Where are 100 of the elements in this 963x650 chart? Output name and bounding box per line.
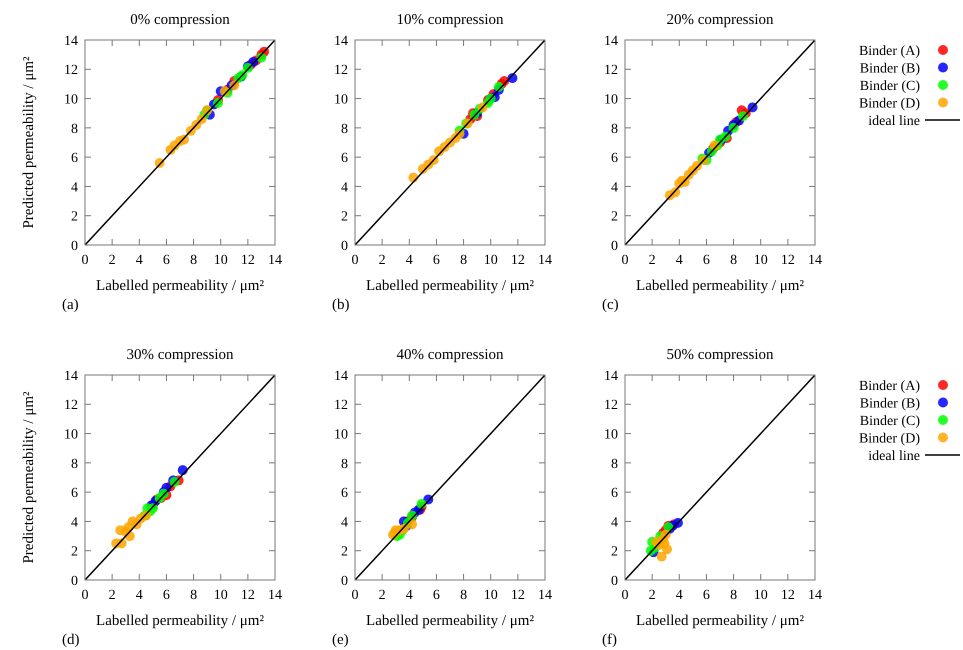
y-tick-label: 8 (341, 456, 348, 472)
y-tick-label: 14 (604, 34, 618, 49)
y-axis-title: Predicted permeability / μm² (21, 56, 37, 229)
text: (b) (332, 297, 350, 313)
x-tick-label: 4 (676, 253, 683, 268)
text: (c) (602, 297, 619, 313)
legend-label: Binder (C) (860, 78, 920, 94)
x-tick-label: 10 (214, 588, 228, 603)
y-tick-label: 10 (334, 92, 348, 108)
y-tick-label: 14 (64, 368, 78, 384)
y-tick-label: 10 (64, 427, 78, 442)
y-tick-label: 0 (341, 238, 348, 254)
y-tick-label: 0 (71, 574, 78, 589)
x-tick-label: 6 (702, 253, 710, 268)
x-tick-label: 8 (190, 588, 198, 603)
text: (a) (62, 297, 79, 313)
x-tick-label: 8 (460, 588, 468, 603)
y-tick-label: 8 (611, 122, 618, 137)
y-tick-label: 4 (341, 515, 348, 530)
x-tick-label: 12 (510, 588, 525, 603)
x-tick-label: 0 (82, 588, 88, 603)
chart-title: 10% compression (396, 12, 504, 28)
y-tick-label: 0 (71, 238, 78, 254)
text: (d) (62, 632, 80, 648)
y-tick-label: 4 (71, 180, 78, 196)
y-tick-label: 12 (334, 398, 348, 414)
x-tick-label: 4 (676, 588, 683, 603)
y-tick-label: 6 (341, 151, 348, 166)
x-tick-label: 12 (780, 588, 795, 603)
y-tick-label: 14 (334, 34, 348, 49)
text: (e) (332, 632, 349, 648)
text: (f) (602, 632, 617, 648)
x-tick-label: 12 (780, 253, 795, 268)
legend-label: Binder (D) (858, 96, 920, 112)
x-tick-label: 4 (136, 253, 143, 268)
y-tick-label: 2 (71, 210, 78, 225)
x-tick-label: 14 (538, 588, 552, 603)
x-tick-label: 14 (268, 253, 282, 268)
y-tick-label: 10 (604, 427, 618, 442)
y-tick-label: 14 (604, 368, 618, 384)
y-tick-label: 0 (611, 238, 618, 254)
x-axis-title: Labelled permeability / μm² (366, 613, 534, 629)
legend-label: Binder (D) (858, 431, 920, 446)
x-axis-title: Labelled permeability / μm² (636, 278, 804, 294)
y-tick-label: 4 (611, 515, 618, 530)
y-tick-label: 4 (611, 180, 618, 196)
x-tick-label: 10 (754, 253, 768, 268)
x-tick-label: 0 (352, 588, 358, 603)
y-tick-label: 2 (71, 544, 78, 560)
y-tick-label: 4 (71, 515, 78, 530)
x-tick-label: 2 (378, 588, 386, 603)
x-axis-title: Labelled permeability / μm² (366, 278, 534, 294)
y-tick-label: 8 (341, 122, 348, 137)
y-tick-label: 4 (341, 180, 348, 196)
x-tick-label: 8 (730, 588, 738, 603)
x-tick-label: 10 (214, 253, 228, 268)
x-tick-label: 6 (702, 588, 710, 603)
y-tick-label: 0 (611, 574, 618, 589)
chart-title: 40% compression (396, 347, 504, 363)
chart-title: 20% compression (666, 12, 774, 28)
x-tick-label: 14 (808, 253, 822, 268)
x-tick-label: 8 (460, 253, 468, 268)
x-tick-label: 6 (432, 253, 440, 268)
chart-title: 50% compression (666, 347, 774, 363)
y-tick-label: 2 (611, 544, 618, 560)
y-tick-label: 6 (71, 151, 78, 166)
legend-label: Binder (B) (860, 396, 920, 412)
x-tick-label: 6 (162, 253, 170, 268)
x-tick-label: 0 (82, 253, 88, 268)
x-tick-label: 0 (622, 588, 628, 603)
x-tick-label: 14 (268, 588, 282, 603)
y-tick-label: 0 (341, 574, 348, 589)
x-tick-label: 10 (484, 588, 498, 603)
y-tick-label: 8 (71, 122, 78, 137)
chart-title: 0% compression (130, 12, 230, 28)
x-tick-label: 8 (730, 253, 738, 268)
y-tick-label: 8 (611, 456, 618, 472)
y-tick-label: 8 (71, 456, 78, 472)
y-tick-label: 12 (604, 63, 618, 78)
x-axis-title: Labelled permeability / μm² (636, 613, 804, 629)
y-tick-label: 6 (611, 151, 618, 166)
legend-label: Binder (B) (860, 61, 920, 76)
x-axis-title: Labelled permeability / μm² (96, 613, 264, 629)
x-tick-label: 2 (378, 253, 386, 268)
legend-label: ideal line (868, 114, 920, 129)
x-tick-label: 4 (406, 588, 413, 603)
y-tick-label: 14 (334, 368, 348, 384)
x-tick-label: 0 (352, 253, 358, 268)
x-tick-label: 2 (648, 253, 656, 268)
y-tick-label: 12 (64, 63, 78, 78)
legend-label: Binder (A) (858, 44, 920, 59)
y-tick-label: 10 (604, 92, 618, 108)
x-tick-label: 6 (162, 588, 170, 603)
x-tick-label: 14 (538, 253, 552, 268)
x-tick-label: 4 (136, 588, 143, 603)
x-tick-label: 10 (754, 588, 768, 603)
y-tick-label: 14 (64, 34, 78, 49)
x-tick-label: 4 (406, 253, 413, 268)
y-tick-label: 12 (64, 398, 78, 414)
y-tick-label: 6 (341, 486, 348, 502)
